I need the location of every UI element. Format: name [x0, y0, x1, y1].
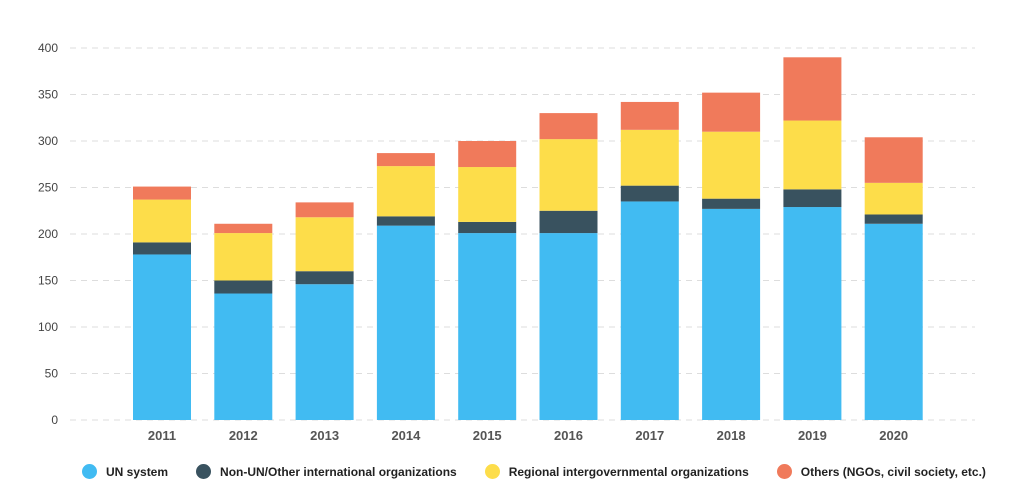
bar-segment — [620, 101, 679, 130]
legend-item: Non-UN/Other international organizations — [196, 464, 457, 479]
x-tick-label: 2012 — [229, 428, 258, 443]
y-tick-label: 100 — [38, 320, 58, 334]
bar-segment — [864, 137, 923, 183]
legend-label: Non-UN/Other international organizations — [220, 464, 457, 479]
bar-segment — [214, 223, 273, 234]
y-axis-ticks: 0 50 100 150 200 250 300 350 400 — [38, 41, 58, 427]
x-tick-label: 2018 — [717, 428, 746, 443]
bar-segment — [539, 233, 598, 420]
bar-segment — [214, 280, 273, 294]
bar-segment — [864, 214, 923, 224]
bar-segment — [702, 131, 761, 199]
legend-swatch — [484, 464, 500, 479]
x-tick-label: 2019 — [798, 428, 827, 443]
bar-segment — [295, 217, 354, 272]
x-tick-label: 2011 — [148, 428, 176, 443]
legend-swatch — [776, 464, 792, 479]
y-tick-label: 200 — [38, 227, 58, 241]
x-tick-label: 2017 — [635, 428, 664, 443]
bar-segment — [539, 210, 598, 234]
x-tick-label: 2013 — [310, 428, 339, 443]
bar-segment — [702, 92, 761, 132]
bar-segment — [295, 284, 354, 420]
x-tick-label: 2016 — [554, 428, 583, 443]
legend: UN system Non-UN/Other international orga… — [82, 464, 1014, 479]
legend-label: Regional intergovernmental organizations — [508, 464, 749, 479]
bar-segment — [458, 221, 517, 234]
bars — [133, 57, 923, 420]
legend-swatch — [82, 464, 97, 479]
legend-label: Others (NGOs, civil society, etc.) — [800, 464, 986, 479]
bar-segment — [864, 182, 923, 215]
x-tick-label: 2015 — [473, 428, 502, 443]
bar-segment — [783, 120, 842, 190]
bar-segment — [620, 185, 679, 202]
legend-item: Regional intergovernmental organizations — [484, 464, 749, 479]
bar-segment — [620, 201, 679, 420]
bar-segment — [376, 216, 435, 226]
y-tick-label: 350 — [38, 88, 58, 102]
legend-label: UN system — [106, 464, 169, 479]
bar-segment — [458, 141, 517, 168]
y-tick-label: 0 — [51, 413, 58, 427]
bar-segment — [214, 233, 273, 281]
y-tick-label: 250 — [38, 181, 58, 195]
bar-segment — [783, 57, 842, 121]
bar-segment — [133, 242, 191, 255]
bar-segment — [133, 186, 191, 200]
bar-segment — [539, 113, 598, 140]
bar-segment — [458, 167, 517, 222]
legend-swatch — [196, 464, 212, 479]
bar-segment — [133, 254, 191, 420]
y-tick-label: 150 — [38, 274, 58, 288]
bar-segment — [702, 198, 761, 209]
legend-item: UN system — [82, 464, 168, 479]
bar-segment — [295, 202, 354, 218]
y-tick-label: 400 — [38, 41, 58, 55]
x-axis-ticks: 2011 2012 2013 2014 2015 2016 2017 2018 2019 2020 — [148, 428, 908, 443]
bar-segment — [783, 207, 842, 420]
bar-segment — [214, 293, 273, 420]
bar-segment — [295, 271, 354, 285]
bar-segment — [783, 189, 842, 208]
x-tick-label: 2014 — [391, 428, 421, 443]
bar-segment — [458, 233, 517, 420]
gridlines — [70, 47, 975, 421]
bar-segment — [539, 139, 598, 211]
bar-segment — [376, 153, 435, 167]
y-tick-label: 300 — [38, 134, 58, 148]
bar-segment — [133, 199, 191, 243]
bar-segment — [620, 129, 679, 186]
x-tick-label: 2020 — [879, 428, 908, 443]
bar-segment — [864, 223, 923, 420]
bar-segment — [376, 166, 435, 217]
y-tick-label: 50 — [45, 367, 59, 381]
legend-item: Others (NGOs, civil society, etc.) — [776, 464, 986, 479]
bar-segment — [376, 225, 435, 420]
bar-segment — [702, 208, 761, 420]
